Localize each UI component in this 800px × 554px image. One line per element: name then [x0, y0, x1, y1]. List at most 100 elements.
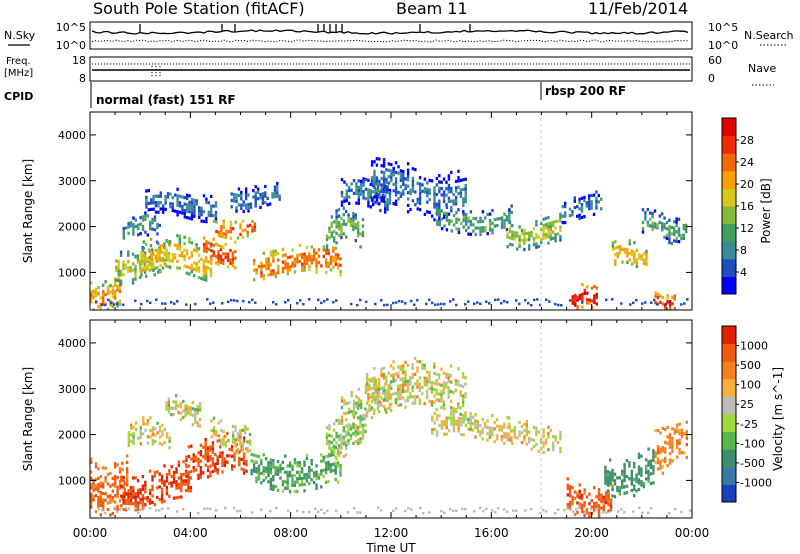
velocity-colorbar-tick: -100: [740, 437, 765, 450]
power-echo-region: [145, 187, 218, 224]
velocity-colorbar-frame: [721, 325, 737, 503]
power-echo-region: [212, 219, 257, 240]
velocity-echo-region: [431, 407, 513, 445]
power-echo-region: [654, 291, 676, 310]
velocity-colorbar-swatch: [722, 361, 736, 380]
velocity-colorbar-swatch: [722, 378, 736, 397]
power-colorbar-label: Power [dB]: [759, 178, 773, 243]
power-colorbar: 28 24 20 16 12 8 4: [721, 117, 754, 295]
x-axis-title: Time UT: [365, 541, 416, 554]
freq-right-tick-top: 60: [708, 54, 722, 67]
noise-left-label: N.Sky: [4, 29, 36, 42]
power-colorbar-tick: 20: [740, 178, 754, 191]
station-title: South Pole Station (fitACF): [93, 0, 305, 18]
velocity-y-tick-label: 3000: [58, 383, 86, 396]
velocity-echo-region: [604, 447, 655, 499]
power-colorbar-tick: 8: [740, 244, 747, 257]
power-x-ticks: [89, 112, 693, 310]
power-echo-region: [641, 207, 688, 245]
velocity-colorbar-tick: -500: [740, 457, 765, 470]
velocity-echo-region: [210, 416, 252, 455]
noise-right-label: N.Search: [744, 29, 794, 42]
nave-dip-marks: [151, 66, 161, 78]
power-colorbar-tick: 28: [740, 134, 754, 147]
velocity-colorbar-swatch: [722, 414, 736, 433]
noise-left-tick-bottom: 10^0: [56, 39, 86, 52]
velocity-echo-region: [566, 477, 613, 518]
velocity-colorbar-tick: 25: [740, 398, 754, 411]
power-colorbar-swatch: [722, 258, 736, 277]
velocity-y-axis-label: Slant Range [km]: [21, 367, 35, 471]
power-echo-region: [122, 211, 161, 240]
power-echo-region: [140, 234, 213, 282]
power-echo-region: [506, 212, 562, 252]
x-tick-label: 12:00: [374, 526, 409, 540]
noise-panel: N.Sky 10^5 10^0 10^5 10^0 N.Search: [4, 21, 794, 52]
velocity-echo-region: [165, 394, 202, 428]
x-tick-label: 00:00: [73, 526, 108, 540]
power-y-tick-label: 4000: [58, 129, 86, 142]
velocity-colorbar: 1000 500 100 25 -25 -100 -500 -1000: [721, 325, 772, 503]
frequency-panel: Freq. [MHz] 18 8 60 0 Nave: [4, 54, 776, 86]
power-panel: 4000 3000 2000 1000 Slant Range [km] 28 24 20…: [21, 111, 773, 311]
velocity-colorbar-tick: 500: [740, 359, 761, 372]
power-echo-region: [230, 181, 281, 214]
power-colorbar-swatch: [722, 223, 736, 242]
velocity-y-tick-label: 4000: [58, 337, 86, 350]
power-colorbar-tick: 12: [740, 222, 754, 235]
noise-right-tick-top: 10^5: [708, 21, 738, 34]
power-colorbar-swatch: [722, 206, 736, 225]
noise-panel-frame: [89, 21, 693, 50]
power-y-axis-label: Slant Range [km]: [21, 159, 35, 263]
power-colorbar-swatch: [722, 135, 736, 154]
power-echo-layer: [90, 157, 689, 310]
power-echo-region: [436, 203, 513, 237]
velocity-echo-region: [127, 416, 171, 450]
date-title: 11/Feb/2014: [588, 0, 688, 18]
cpid-panel: CPID normal (fast) 151 RF rbsp 200 RF: [4, 82, 626, 108]
x-tick-label: 16:00: [474, 526, 509, 540]
noise-left-tick-top: 10^5: [56, 21, 86, 34]
freq-left-label-line2: [MHz]: [4, 68, 33, 79]
cpid-mode1-label: normal (fast) 151 RF: [96, 93, 236, 107]
power-colorbar-tick: 24: [740, 156, 754, 169]
velocity-y-axis: 4000 3000 2000 1000: [58, 337, 692, 487]
beam-title: Beam 11: [396, 0, 468, 18]
cpid-mode2-label: rbsp 200 RF: [545, 84, 626, 98]
velocity-colorbar-label: Velocity [m s^-1]: [771, 367, 785, 471]
velocity-echo-region: [654, 420, 688, 475]
power-y-axis: 4000 3000 2000 1000: [58, 129, 692, 279]
power-echo-region: [370, 157, 467, 222]
velocity-colorbar-tick: -1000: [740, 476, 772, 489]
power-colorbar-swatch: [722, 276, 736, 295]
velocity-colorbar-tick: 100: [740, 379, 761, 392]
x-tick-label: 20:00: [574, 526, 609, 540]
frequency-panel-frame: [89, 56, 693, 82]
power-colorbar-swatch: [722, 241, 736, 260]
velocity-colorbar-tick: -25: [740, 418, 758, 431]
velocity-echo-region: [365, 356, 467, 421]
freq-left-tick-bottom: 8: [79, 72, 86, 85]
velocity-colorbar-swatch: [722, 326, 736, 345]
power-colorbar-tick: 4: [740, 266, 747, 279]
power-echo-region: [611, 239, 648, 268]
power-y-tick-label: 1000: [58, 266, 86, 279]
x-tick-label: 04:00: [173, 526, 208, 540]
velocity-colorbar-swatch: [722, 466, 736, 485]
velocity-echo-region: [250, 444, 342, 494]
velocity-colorbar-swatch: [722, 431, 736, 450]
x-axis: 00:00 04:00 08:00 12:00 16:00 20:00 00:00: [73, 526, 710, 540]
power-echo-region: [325, 206, 365, 251]
power-echo-region: [253, 243, 342, 282]
velocity-x-ticks: [89, 320, 693, 518]
power-echo-region: [571, 283, 598, 310]
power-colorbar-tick: 16: [740, 200, 754, 213]
velocity-echo-layer: [90, 356, 692, 518]
velocity-colorbar-swatch: [722, 484, 736, 503]
power-colorbar-swatch: [722, 153, 736, 172]
nave-right-label: Nave: [748, 62, 776, 75]
velocity-colorbar-swatch: [722, 449, 736, 468]
x-tick-label: 08:00: [273, 526, 308, 540]
velocity-echo-region: [120, 460, 193, 512]
